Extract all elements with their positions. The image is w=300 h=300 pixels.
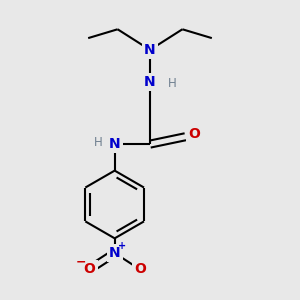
Text: N: N: [144, 75, 156, 89]
Text: O: O: [188, 127, 200, 141]
Text: H: H: [168, 77, 176, 90]
Text: N: N: [109, 246, 121, 260]
Text: O: O: [84, 262, 96, 276]
Text: H: H: [94, 136, 103, 149]
Text: N: N: [109, 137, 121, 151]
Text: N: N: [144, 43, 156, 57]
Text: +: +: [118, 241, 126, 251]
Text: −: −: [76, 255, 86, 268]
Text: O: O: [134, 262, 146, 276]
